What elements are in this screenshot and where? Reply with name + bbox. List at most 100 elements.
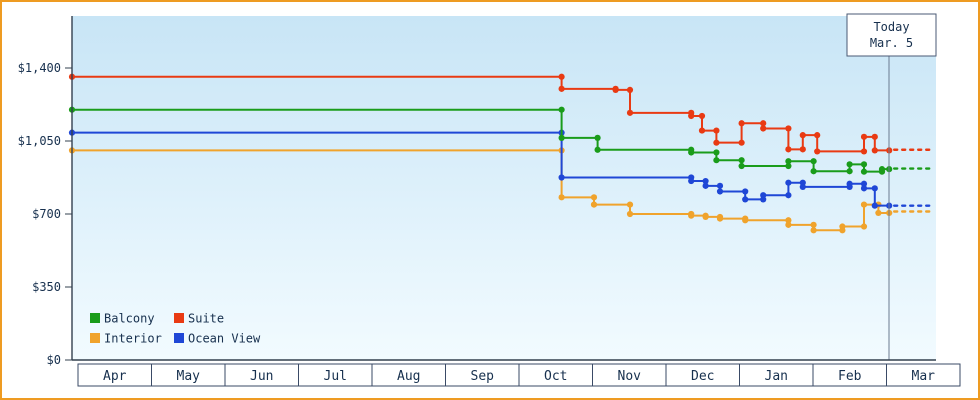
today-marker: Today Mar. 5: [846, 13, 937, 57]
month-label-jul: Jul: [324, 369, 347, 384]
series-suite-point: [698, 127, 706, 134]
series-ocean-view-point: [716, 188, 724, 195]
series-suite-point: [612, 86, 619, 93]
series-ocean-view-point: [846, 180, 853, 187]
series-suite-point: [814, 148, 821, 155]
month-label-apr: Apr: [103, 369, 127, 384]
series-balcony-point: [878, 166, 886, 173]
series-balcony-point: [558, 134, 565, 141]
series-suite-point: [626, 109, 634, 116]
month-label-aug: Aug: [397, 369, 420, 384]
series-interior-point: [785, 217, 792, 224]
series-ocean-view-point: [742, 188, 749, 195]
month-axis: Apr May Jun Jul Aug Sep Oct Nov Dec Jan Feb Mar: [77, 363, 961, 387]
month-label-mar: Mar: [912, 369, 936, 384]
series-balcony-point: [713, 157, 720, 164]
legend: Balcony Suite Interior Ocean View: [90, 312, 261, 346]
series-interior-point: [590, 194, 598, 201]
plot-area: [72, 16, 936, 360]
y-tick-label: $1,400: [18, 61, 61, 75]
series-suite-point: [860, 133, 868, 140]
series-suite-line: [71, 75, 891, 153]
series-suite-point: [738, 120, 745, 127]
month-label-nov: Nov: [618, 369, 642, 384]
series-suite-point: [871, 133, 878, 140]
series-suite-point: [814, 132, 821, 139]
series-balcony-point: [594, 134, 601, 141]
series-balcony-point: [594, 146, 601, 153]
series-balcony-point: [785, 158, 792, 165]
series-suite-point: [626, 86, 634, 93]
series-suite-point: [713, 139, 720, 146]
series-interior-point: [558, 194, 565, 201]
series-ocean-view-point: [702, 182, 709, 189]
series-lines: [68, 73, 934, 234]
series-interior-point: [688, 212, 695, 219]
y-tick-label: $0: [47, 353, 61, 367]
series-interior-line: [71, 149, 891, 232]
series-suite-point: [799, 146, 806, 153]
series-interior-point: [785, 221, 792, 228]
series-ocean-view-point: [860, 180, 868, 187]
month-label-feb: Feb: [838, 369, 862, 384]
legend-label-suite: Suite: [188, 312, 224, 326]
series-interior-point: [875, 209, 882, 217]
series-balcony-point: [738, 157, 745, 164]
legend-label-balcony: Balcony: [104, 312, 155, 326]
series-suite-point: [558, 85, 565, 92]
series-ocean-view-point: [799, 183, 806, 190]
series-suite-point: [688, 112, 695, 120]
y-axis: $0 $350 $700 $1,050 $1,400: [18, 61, 72, 367]
legend-label-interior: Interior: [104, 332, 162, 346]
legend-label-ocean-view: Ocean View: [188, 332, 261, 346]
month-label-jun: Jun: [250, 369, 273, 384]
legend-swatch-interior: [90, 333, 100, 343]
series-interior-point: [839, 223, 846, 230]
series-ocean-view-point: [688, 177, 695, 185]
series-ocean-view-point: [702, 177, 709, 185]
series-interior-point: [590, 201, 598, 208]
series-suite-point: [785, 146, 792, 153]
today-box: [846, 13, 937, 57]
series-suite-point: [760, 125, 767, 132]
series-interior-point: [810, 221, 817, 228]
series-balcony-point: [713, 149, 720, 156]
series-ocean-view-point: [871, 202, 878, 209]
series-suite-point: [871, 147, 878, 154]
series-interior-point: [810, 227, 817, 234]
series-suite-point: [860, 148, 868, 155]
legend-swatch-balcony: [90, 313, 100, 323]
series-suite-point: [698, 112, 706, 120]
series-interior-point: [860, 223, 868, 230]
series-suite-point: [785, 125, 792, 132]
series-ocean-view-point: [785, 179, 792, 186]
series-interior-point: [626, 210, 634, 218]
series-ocean-view-point: [742, 196, 749, 203]
series-balcony-point: [810, 158, 817, 165]
series-ocean-view-point: [760, 192, 767, 199]
series-interior-point: [702, 213, 709, 221]
series-ocean-view-point: [716, 182, 724, 189]
y-tick-label: $350: [32, 280, 61, 294]
today-label: Today: [873, 20, 909, 34]
series-suite-point: [799, 132, 806, 139]
legend-swatch-suite: [174, 313, 184, 323]
series-ocean-view-point: [785, 192, 792, 199]
series-interior-point: [860, 201, 868, 208]
series-suite-point: [713, 127, 720, 134]
series-suite-point: [760, 120, 767, 127]
y-tick-label: $700: [32, 207, 61, 221]
series-balcony-point: [860, 168, 868, 175]
today-date: Mar. 5: [870, 36, 913, 50]
series-balcony-point: [846, 168, 853, 175]
series-suite-point: [738, 139, 745, 146]
axes: [71, 16, 936, 361]
legend-swatch-ocean-view: [174, 333, 184, 343]
month-label-dec: Dec: [691, 369, 714, 384]
month-label-may: May: [177, 369, 201, 384]
series-balcony-point: [846, 161, 853, 168]
series-interior-point: [626, 201, 634, 208]
series-interior-point: [716, 215, 724, 222]
